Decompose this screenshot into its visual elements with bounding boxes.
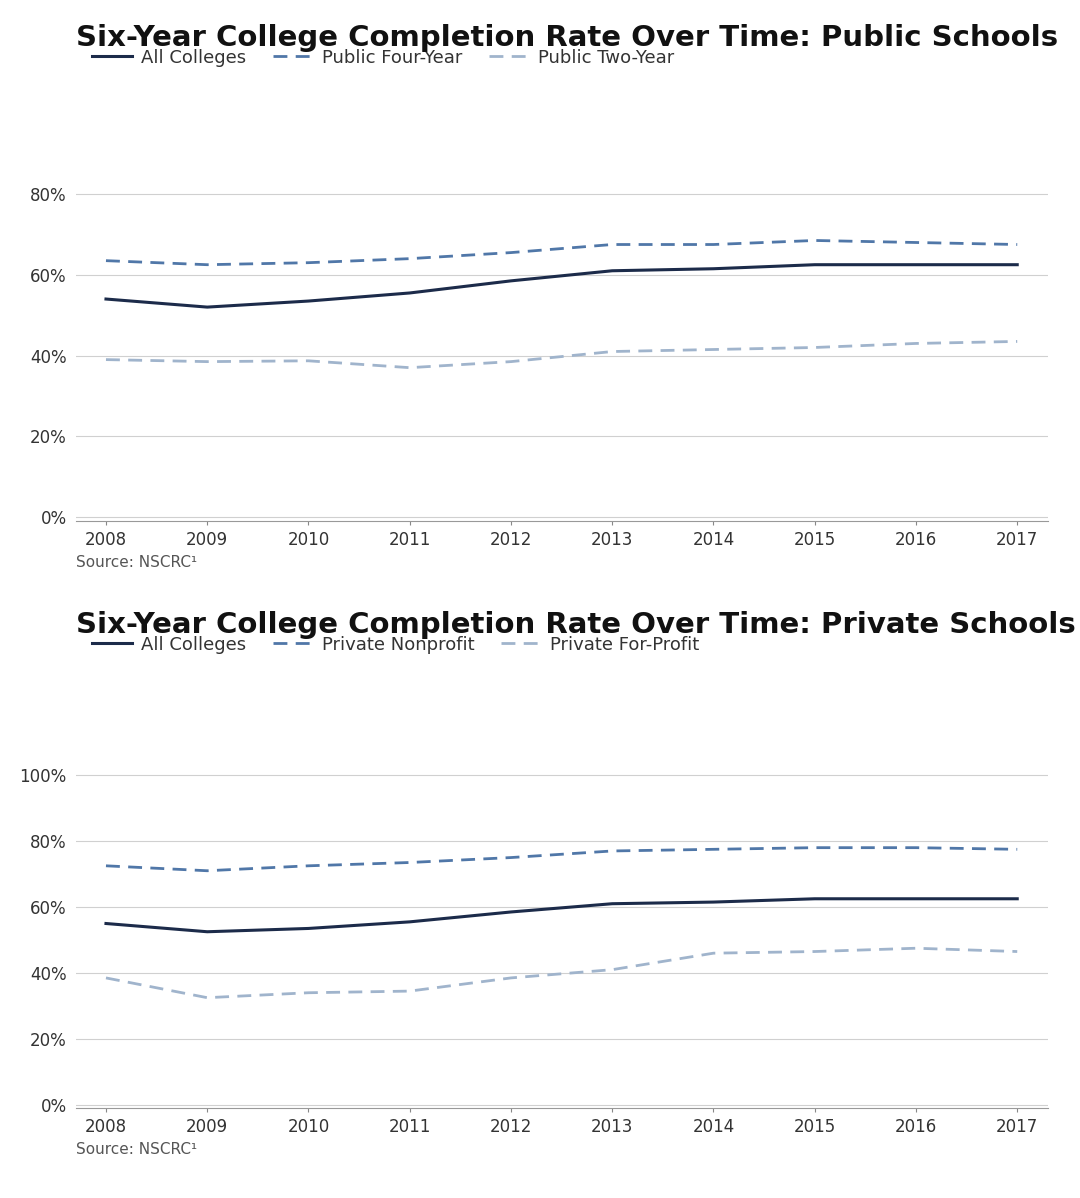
Text: Source: NSCRC¹: Source: NSCRC¹: [76, 555, 197, 570]
Text: Six-Year College Completion Rate Over Time: Private Schools: Six-Year College Completion Rate Over Ti…: [76, 611, 1076, 639]
Legend: All Colleges, Public Four-Year, Public Two-Year: All Colleges, Public Four-Year, Public T…: [84, 42, 681, 74]
Text: Source: NSCRC¹: Source: NSCRC¹: [76, 1142, 197, 1157]
Text: Six-Year College Completion Rate Over Time: Public Schools: Six-Year College Completion Rate Over Ti…: [76, 24, 1057, 52]
Legend: All Colleges, Private Nonprofit, Private For-Profit: All Colleges, Private Nonprofit, Private…: [84, 629, 706, 661]
